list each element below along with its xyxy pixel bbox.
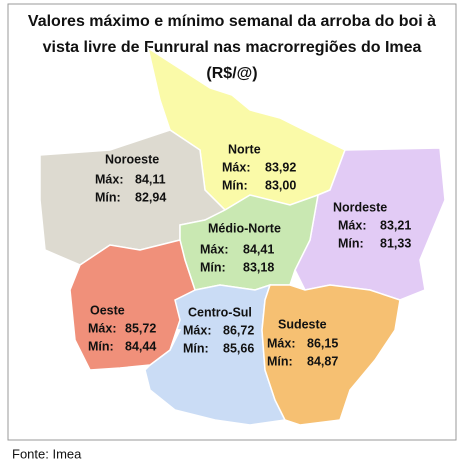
region-name: Sudeste [278, 317, 327, 331]
max-value: 84,41 [243, 242, 274, 256]
min-value: 83,00 [265, 178, 296, 192]
max-label: Máx: [267, 336, 295, 350]
max-value: 83,92 [265, 160, 296, 174]
min-label: Mín: [88, 339, 114, 353]
max-value: 86,72 [223, 323, 254, 337]
max-value: 85,72 [125, 321, 156, 335]
min-label: Mín: [183, 341, 209, 355]
region-name: Noroeste [105, 152, 159, 166]
region-name: Oeste [90, 303, 125, 317]
min-value: 85,66 [223, 341, 254, 355]
max-label: Máx: [183, 323, 211, 337]
max-value: 83,21 [380, 218, 411, 232]
source: Fonte: Imea [12, 446, 82, 461]
min-label: Mín: [267, 354, 293, 368]
max-label: Máx: [95, 172, 123, 186]
min-value: 82,94 [135, 190, 166, 204]
min-value: 84,44 [125, 339, 156, 353]
min-label: Mín: [222, 178, 248, 192]
min-label: Mín: [338, 236, 364, 250]
min-value: 84,87 [307, 354, 338, 368]
max-value: 86,15 [307, 336, 338, 350]
region-name: Nordeste [333, 200, 387, 214]
title-line: vista livre de Funrural nas macrorregiõe… [43, 39, 422, 56]
title-line: Valores máximo e mínimo semanal da arrob… [28, 13, 436, 30]
region-name: Centro-Sul [188, 305, 252, 319]
region-name: Norte [228, 142, 261, 156]
region-sudeste [261, 284, 401, 426]
frame [7, 3, 457, 441]
min-value: 83,18 [243, 260, 274, 274]
region-oeste [69, 239, 196, 371]
min-label: Mín: [95, 190, 121, 204]
min-value: 81,33 [380, 236, 411, 250]
max-label: Máx: [88, 321, 116, 335]
min-label: Mín: [200, 260, 226, 274]
max-label: Máx: [200, 242, 228, 256]
region-name: Médio-Norte [208, 221, 281, 235]
title-line: (R$/@) [206, 65, 257, 82]
map [39, 46, 446, 426]
region-labels: Noroeste Máx: 84,11 Mín: 82,94 Norte Máx: 83,92… [88, 142, 411, 368]
max-label: Máx: [338, 218, 366, 232]
max-value: 84,11 [135, 172, 166, 186]
max-label: Máx: [222, 160, 250, 174]
